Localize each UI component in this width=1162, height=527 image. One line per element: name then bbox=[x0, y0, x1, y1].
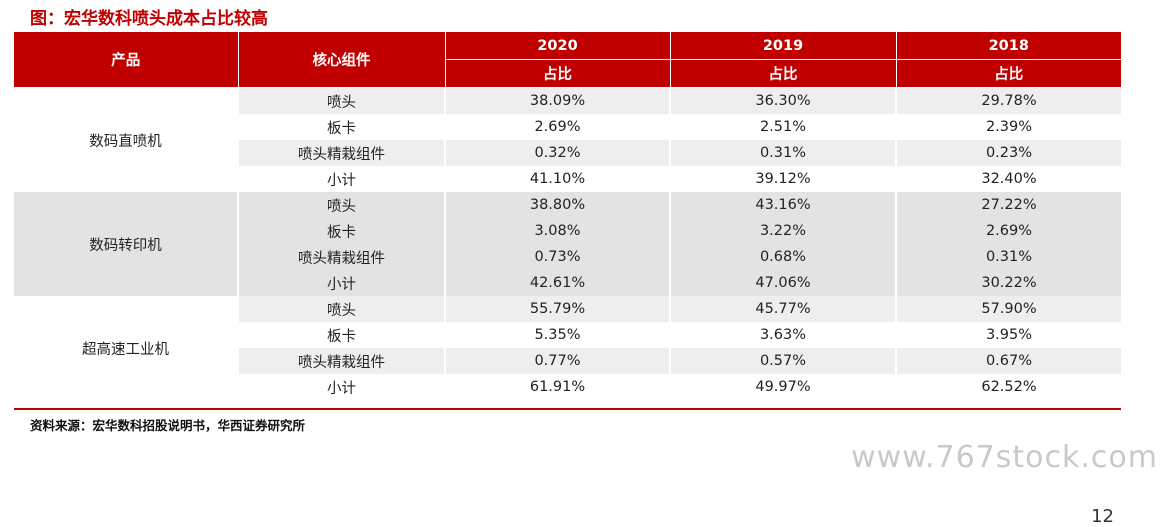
table-row: 板卡 2.69% 2.51% 2.39% bbox=[14, 114, 1121, 140]
ratio-value: 0.32% bbox=[445, 140, 671, 166]
ratio-value: 3.95% bbox=[896, 322, 1121, 348]
table-row: 喷头精栽组件 0.77% 0.57% 0.67% bbox=[14, 348, 1121, 374]
ratio-value: 0.31% bbox=[896, 244, 1121, 270]
ratio-value: 61.91% bbox=[445, 374, 671, 400]
ratio-value: 29.78% bbox=[896, 87, 1121, 114]
table-row: 小计 41.10% 39.12% 32.40% bbox=[14, 166, 1121, 192]
header-ratio-2018: 占比 bbox=[896, 59, 1121, 88]
ratio-value: 30.22% bbox=[896, 270, 1121, 296]
component-name: 喷头精栽组件 bbox=[238, 244, 446, 270]
ratio-value: 43.16% bbox=[670, 192, 897, 218]
ratio-value: 0.57% bbox=[670, 348, 897, 374]
ratio-value: 38.80% bbox=[445, 192, 671, 218]
page-number: 12 bbox=[1091, 506, 1114, 527]
figure-title: 图：宏华数科喷头成本占比较高 bbox=[30, 9, 268, 29]
table-row: 小计 42.61% 47.06% 30.22% bbox=[14, 270, 1121, 296]
ratio-value: 3.22% bbox=[670, 218, 897, 244]
ratio-value: 5.35% bbox=[445, 322, 671, 348]
product-name: 超高速工业机 bbox=[14, 296, 239, 400]
ratio-value: 45.77% bbox=[670, 296, 897, 322]
component-name: 板卡 bbox=[238, 322, 446, 348]
header-year-2019: 2019 bbox=[670, 32, 897, 60]
ratio-value: 0.68% bbox=[670, 244, 897, 270]
header-year-2020: 2020 bbox=[445, 32, 671, 60]
table-row: 板卡 5.35% 3.63% 3.95% bbox=[14, 322, 1121, 348]
header-component: 核心组件 bbox=[238, 32, 446, 88]
ratio-value: 0.67% bbox=[896, 348, 1121, 374]
header-ratio-2019: 占比 bbox=[670, 59, 897, 88]
ratio-value: 2.69% bbox=[896, 218, 1121, 244]
ratio-value: 0.23% bbox=[896, 140, 1121, 166]
ratio-value: 36.30% bbox=[670, 87, 897, 114]
component-name: 小计 bbox=[238, 270, 446, 296]
component-name: 喷头 bbox=[238, 87, 446, 114]
component-name: 小计 bbox=[238, 166, 446, 192]
table-row: 数码直喷机 喷头 38.09% 36.30% 29.78% bbox=[14, 87, 1121, 192]
ratio-value: 32.40% bbox=[896, 166, 1121, 192]
table-row: 喷头精栽组件 0.32% 0.31% 0.23% bbox=[14, 140, 1121, 166]
ratio-value: 2.69% bbox=[445, 114, 671, 140]
ratio-value: 3.08% bbox=[445, 218, 671, 244]
product-name: 数码转印机 bbox=[14, 192, 239, 296]
ratio-value: 38.09% bbox=[445, 87, 671, 114]
ratio-value: 27.22% bbox=[896, 192, 1121, 218]
ratio-value: 0.77% bbox=[445, 348, 671, 374]
header-year-2018: 2018 bbox=[896, 32, 1121, 60]
component-name: 小计 bbox=[238, 374, 446, 400]
cost-ratio-table: 产品 核心组件 2020 2019 2018 占比 占比 占比 数码直喷机 喷头 3… bbox=[14, 32, 1121, 400]
component-name: 喷头 bbox=[238, 192, 446, 218]
source-note: 资料来源：宏华数科招股说明书，华西证券研究所 bbox=[30, 418, 306, 433]
ratio-value: 2.51% bbox=[670, 114, 897, 140]
ratio-value: 41.10% bbox=[445, 166, 671, 192]
ratio-value: 0.73% bbox=[445, 244, 671, 270]
ratio-value: 39.12% bbox=[670, 166, 897, 192]
ratio-value: 49.97% bbox=[670, 374, 897, 400]
table-body: 数码直喷机 喷头 38.09% 36.30% 29.78% 板卡 2.69% 2.51% 2.3… bbox=[14, 87, 1121, 400]
ratio-value: 47.06% bbox=[670, 270, 897, 296]
header-ratio-2020: 占比 bbox=[445, 59, 671, 88]
component-name: 板卡 bbox=[238, 218, 446, 244]
component-name: 喷头精栽组件 bbox=[238, 140, 446, 166]
ratio-value: 0.31% bbox=[670, 140, 897, 166]
component-name: 板卡 bbox=[238, 114, 446, 140]
ratio-value: 3.63% bbox=[670, 322, 897, 348]
ratio-value: 62.52% bbox=[896, 374, 1121, 400]
ratio-value: 2.39% bbox=[896, 114, 1121, 140]
component-name: 喷头 bbox=[238, 296, 446, 322]
product-name: 数码直喷机 bbox=[14, 87, 239, 192]
table-row: 喷头精栽组件 0.73% 0.68% 0.31% bbox=[14, 244, 1121, 270]
ratio-value: 42.61% bbox=[445, 270, 671, 296]
ratio-value: 55.79% bbox=[445, 296, 671, 322]
table-bottom-rule bbox=[14, 408, 1121, 410]
component-name: 喷头精栽组件 bbox=[238, 348, 446, 374]
ratio-value: 57.90% bbox=[896, 296, 1121, 322]
table-row: 超高速工业机 喷头 55.79% 45.77% 57.90% bbox=[14, 296, 1121, 400]
watermark: www.767stock.com bbox=[851, 440, 1158, 475]
table-row: 数码转印机 喷头 38.80% 43.16% 27.22% bbox=[14, 192, 1121, 296]
table-row: 板卡 3.08% 3.22% 2.69% bbox=[14, 218, 1121, 244]
table-row: 小计 61.91% 49.97% 62.52% bbox=[14, 374, 1121, 400]
header-product: 产品 bbox=[14, 32, 239, 88]
